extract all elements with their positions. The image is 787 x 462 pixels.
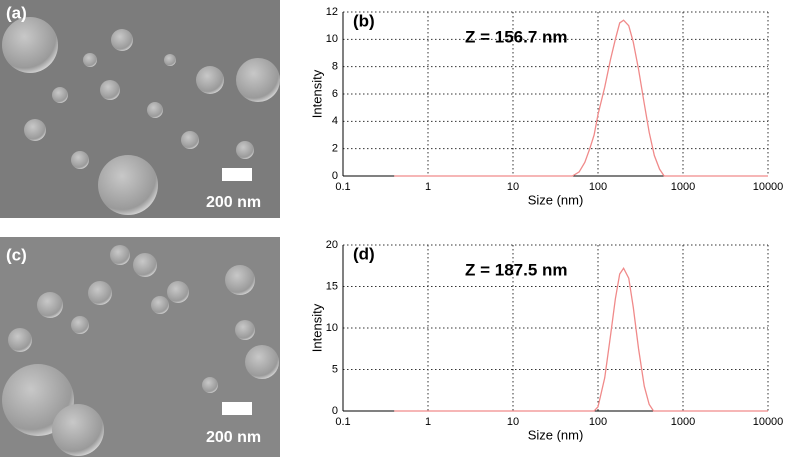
panel-label: (c)	[6, 245, 27, 264]
x-tick-label: 10	[507, 416, 519, 428]
y-tick-label: 0	[332, 405, 338, 417]
y-tick-label: 10	[326, 322, 338, 334]
scale-bar-label: 200 nm	[206, 429, 261, 446]
y-axis-label: Intensity	[309, 69, 324, 118]
x-tick-label: 1000	[671, 181, 695, 193]
y-tick-label: 5	[332, 363, 338, 375]
sem-image-a: (a) 200 nm	[0, 0, 280, 218]
y-tick-label: 6	[332, 88, 338, 100]
y-tick-label: 10	[326, 33, 338, 45]
x-tick-label: 100	[589, 416, 607, 428]
x-tick-label: 0.1	[335, 181, 350, 193]
x-tick-label: 1000	[671, 416, 695, 428]
annotation: Z = 187.5 nm	[465, 260, 568, 279]
y-axis-label: Intensity	[309, 303, 324, 352]
y-tick-label: 2	[332, 143, 338, 155]
x-tick-label: 1	[425, 416, 431, 428]
x-tick-label: 100	[589, 181, 607, 193]
annotation: Z = 156.7 nm	[465, 27, 568, 46]
x-axis-label: Size (nm)	[528, 192, 584, 207]
y-tick-label: 12	[326, 6, 338, 18]
scale-bar-label: 200 nm	[206, 194, 261, 211]
x-tick-label: 10000	[753, 416, 784, 428]
y-tick-label: 15	[326, 280, 338, 292]
line	[394, 266, 768, 412]
panel-label: (a)	[6, 3, 27, 22]
x-axis-label: Size (nm)	[528, 427, 584, 442]
x-tick-label: 10000	[753, 181, 784, 193]
y-tick-label: 0	[332, 170, 338, 182]
x-tick-label: 1	[425, 181, 431, 193]
panel-label: (d)	[353, 244, 375, 263]
x-tick-label: 10	[507, 181, 519, 193]
line	[394, 19, 768, 177]
sem-image-c: (c) 200 nm	[0, 237, 280, 457]
panel-label: (b)	[353, 11, 375, 30]
x-tick-label: 0.1	[335, 416, 350, 428]
y-tick-label: 20	[326, 239, 338, 251]
y-tick-label: 4	[332, 115, 338, 127]
y-tick-label: 8	[332, 61, 338, 73]
